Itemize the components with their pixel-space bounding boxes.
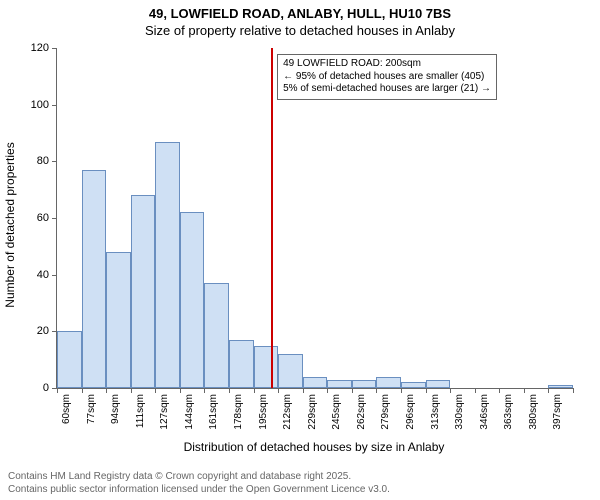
xtick-label: 330sqm: [454, 394, 465, 430]
xtick-label: 296sqm: [405, 394, 416, 430]
xtick: [524, 388, 525, 393]
xtick-label: 127sqm: [159, 394, 170, 430]
ytick: [52, 161, 57, 162]
xtick: [57, 388, 58, 393]
ytick-label: 60: [37, 212, 49, 224]
xtick: [82, 388, 83, 393]
histogram-bar: [278, 354, 303, 388]
histogram-bar: [376, 377, 401, 388]
histogram-bar: [180, 212, 205, 388]
histogram-bar: [426, 380, 451, 389]
annotation-box: 49 LOWFIELD ROAD: 200sqm← 95% of detache…: [277, 54, 497, 100]
xtick-label: 397sqm: [552, 394, 563, 430]
xtick: [376, 388, 377, 393]
ytick-label: 0: [43, 382, 49, 394]
xtick: [352, 388, 353, 393]
plot-area: 02040608010012060sqm77sqm94sqm111sqm127s…: [56, 48, 573, 389]
footer-line-2: Contains public sector information licen…: [8, 484, 390, 497]
xtick: [254, 388, 255, 393]
xtick-label: 279sqm: [380, 394, 391, 430]
xtick-label: 313sqm: [430, 394, 441, 430]
xtick: [155, 388, 156, 393]
histogram-bar: [131, 195, 156, 388]
chart-title: 49, LOWFIELD ROAD, ANLABY, HULL, HU10 7B…: [0, 0, 600, 23]
xtick-label: 178sqm: [233, 394, 244, 430]
ytick-label: 40: [37, 269, 49, 281]
xtick: [401, 388, 402, 393]
xtick-label: 380sqm: [528, 394, 539, 430]
xtick-label: 212sqm: [282, 394, 293, 430]
chart-subtitle: Size of property relative to detached ho…: [0, 23, 600, 40]
ytick: [52, 48, 57, 49]
histogram-bar: [303, 377, 328, 388]
xtick: [548, 388, 549, 393]
xtick-label: 363sqm: [503, 394, 514, 430]
ytick-label: 80: [37, 155, 49, 167]
reference-line: [271, 48, 273, 388]
xtick-label: 77sqm: [86, 394, 97, 424]
annotation-line: 49 LOWFIELD ROAD: 200sqm: [283, 58, 491, 71]
xtick: [450, 388, 451, 393]
xtick: [229, 388, 230, 393]
xtick-label: 94sqm: [110, 394, 121, 424]
ytick: [52, 218, 57, 219]
histogram-bar: [327, 380, 352, 389]
histogram-bar: [155, 142, 180, 389]
histogram-bar: [82, 170, 107, 388]
xtick: [327, 388, 328, 393]
footer-attribution: Contains HM Land Registry data © Crown c…: [8, 471, 390, 496]
xtick-label: 262sqm: [356, 394, 367, 430]
xtick: [131, 388, 132, 393]
xtick: [426, 388, 427, 393]
xtick: [499, 388, 500, 393]
xtick: [278, 388, 279, 393]
y-axis-label: Number of detached properties: [3, 125, 17, 325]
xtick-label: 161sqm: [208, 394, 219, 430]
chart-container: 49, LOWFIELD ROAD, ANLABY, HULL, HU10 7B…: [0, 0, 600, 500]
histogram-bar: [401, 382, 426, 388]
histogram-bar: [57, 331, 82, 388]
xtick: [475, 388, 476, 393]
xtick-label: 229sqm: [307, 394, 318, 430]
footer-line-1: Contains HM Land Registry data © Crown c…: [8, 471, 390, 484]
xtick-label: 346sqm: [479, 394, 490, 430]
xtick-label: 111sqm: [135, 394, 146, 428]
ytick-label: 100: [31, 99, 49, 111]
ytick-label: 20: [37, 325, 49, 337]
xtick: [303, 388, 304, 393]
xtick: [204, 388, 205, 393]
xtick-label: 245sqm: [331, 394, 342, 430]
annotation-line: 5% of semi-detached houses are larger (2…: [283, 83, 491, 96]
xtick-label: 195sqm: [258, 394, 269, 430]
xtick-label: 60sqm: [61, 394, 72, 424]
xtick: [106, 388, 107, 393]
histogram-bar: [254, 346, 279, 389]
x-axis-label: Distribution of detached houses by size …: [56, 440, 572, 454]
ytick-label: 120: [31, 42, 49, 54]
xtick: [573, 388, 574, 393]
histogram-bar: [352, 380, 377, 389]
annotation-line: ← 95% of detached houses are smaller (40…: [283, 71, 491, 84]
xtick-label: 144sqm: [184, 394, 195, 430]
histogram-bar: [548, 385, 573, 388]
ytick: [52, 275, 57, 276]
histogram-bar: [204, 283, 229, 388]
histogram-bar: [229, 340, 254, 388]
ytick: [52, 105, 57, 106]
xtick: [180, 388, 181, 393]
histogram-bar: [106, 252, 131, 388]
